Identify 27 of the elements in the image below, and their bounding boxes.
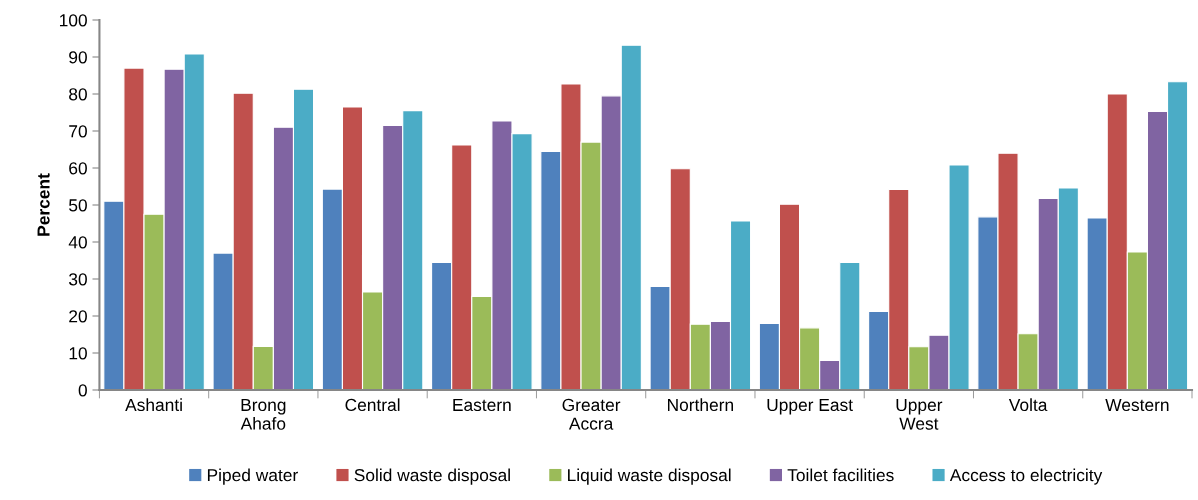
y-tick-label: 40 [68,236,87,249]
y-tick-label: 0 [78,384,87,397]
x-tick-label: Upper East [767,398,853,415]
legend-label: Toilet facilities [787,468,894,482]
x-tick-label: Volta [1008,398,1048,412]
y-tick-label: 70 [69,125,87,138]
legend-label: Access to electricity [949,468,1103,485]
y-tick-label: 100 [59,14,87,27]
y-tick-label: 60 [69,162,87,175]
y-axis-title: Percent [37,173,50,236]
x-tick-label: Northern [668,398,733,412]
y-tick-label: 80 [69,88,87,101]
x-tick-label: Brong Ahafo [240,398,286,430]
x-tick-label: Central [345,398,400,412]
x-tick-label: Eastern [453,398,511,412]
legend-label: Solid waste disposal [354,468,510,485]
y-tick-label: 50 [69,199,87,212]
x-tick-label: Western [1105,398,1169,412]
x-tick-label: Ashanti [125,398,182,412]
x-tick-label: Upper West [896,398,943,430]
legend-label: Piped water [207,468,298,485]
y-tick-label: 30 [68,273,87,286]
y-tick-label: 20 [69,310,87,323]
x-tick-label: Greater Accra [562,398,621,430]
legend-label: Liquid waste disposal [568,468,731,485]
y-tick-label: 90 [69,51,87,64]
y-tick-label: 10 [69,347,87,360]
